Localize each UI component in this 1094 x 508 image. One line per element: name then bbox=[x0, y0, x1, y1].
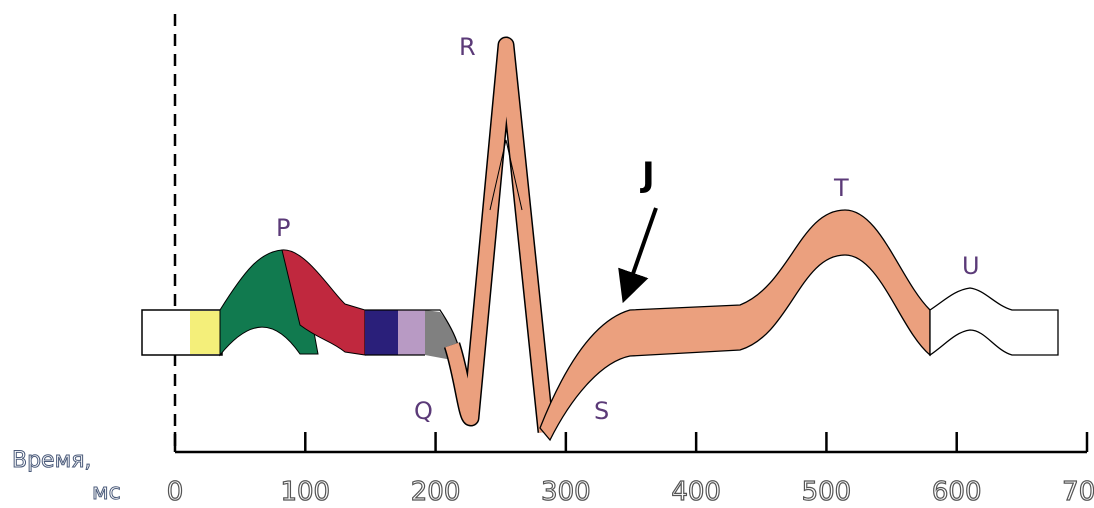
u-wave bbox=[929, 287, 1059, 357]
axis-label: Время, bbox=[12, 448, 91, 473]
qrs-inner bbox=[489, 139, 523, 211]
label-q: Q bbox=[414, 397, 433, 425]
bundle-branches bbox=[398, 310, 425, 355]
label-s: S bbox=[594, 397, 609, 425]
axis-unit: мс bbox=[92, 480, 121, 505]
pr-outline bbox=[365, 309, 459, 356]
j-arrow bbox=[618, 207, 658, 304]
tick-label: 200 bbox=[411, 477, 461, 507]
sa-node bbox=[190, 311, 220, 354]
tick-label: 700 bbox=[1062, 477, 1094, 507]
his-bundle bbox=[365, 310, 398, 355]
tick-label: 100 bbox=[280, 477, 330, 507]
tick-label: 400 bbox=[671, 477, 721, 507]
tick-label: 600 bbox=[932, 477, 982, 507]
label-t: T bbox=[833, 174, 849, 202]
label-u: U bbox=[962, 252, 980, 280]
tick-label: 500 bbox=[802, 477, 852, 507]
qrs-complex bbox=[445, 38, 553, 433]
label-j: J bbox=[640, 155, 655, 195]
tick-label: 300 bbox=[541, 477, 591, 507]
tick-label: 0 bbox=[167, 477, 184, 507]
label-p: P bbox=[276, 214, 290, 242]
ticks: 0 100 200 300 400 500 600 700 bbox=[166, 432, 1094, 508]
label-r: R bbox=[459, 33, 476, 61]
